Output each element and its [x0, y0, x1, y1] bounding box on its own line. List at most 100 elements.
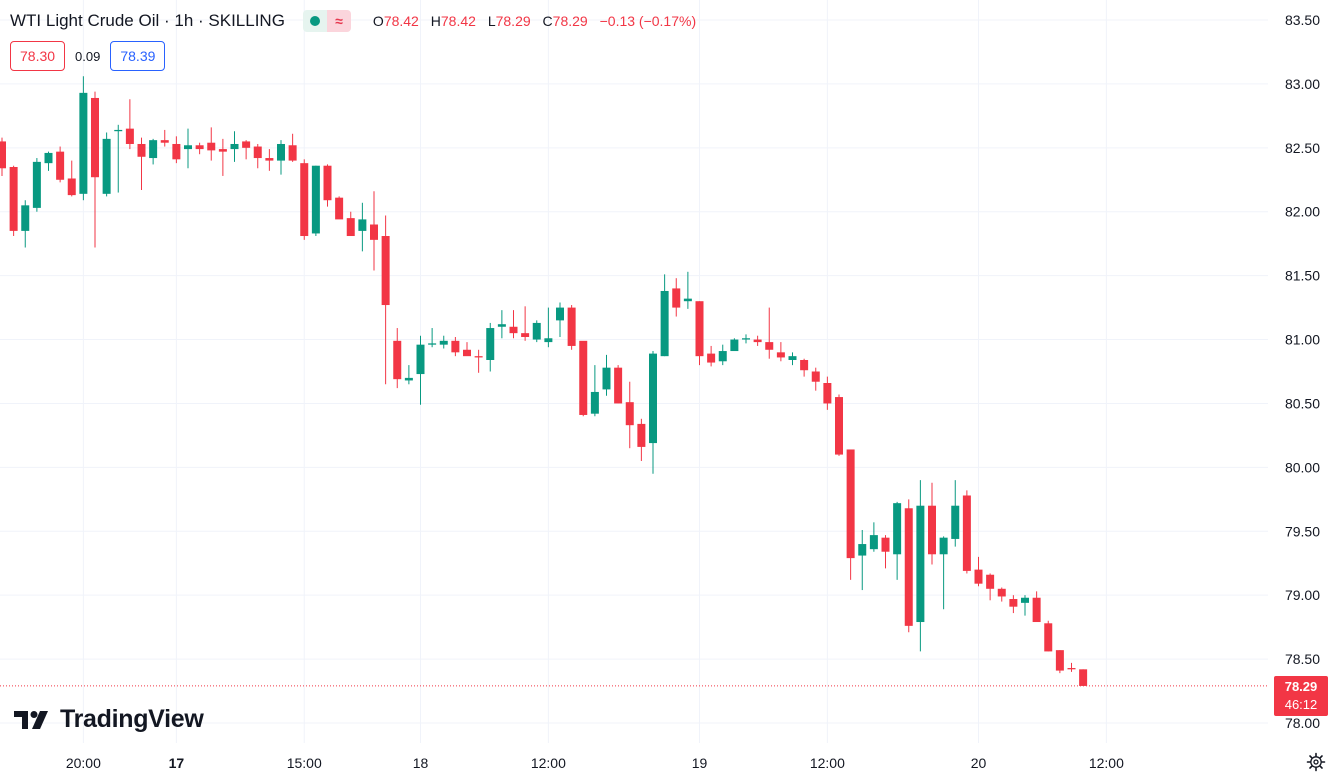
candle-body — [358, 219, 367, 231]
candle — [1055, 650, 1064, 674]
symbol-title[interactable]: WTI Light Crude Oil · 1h · SKILLING — [10, 11, 285, 30]
price-tick-label: 81.00 — [1285, 332, 1320, 348]
candle — [160, 129, 169, 147]
candle-body — [858, 544, 867, 556]
candle — [9, 165, 18, 237]
candle — [242, 140, 251, 160]
candle — [916, 480, 925, 652]
candle — [323, 164, 332, 207]
candle-body — [939, 537, 948, 555]
price-tick-label: 80.00 — [1285, 459, 1320, 475]
candle-body — [753, 339, 762, 343]
candle — [904, 499, 913, 633]
candle-body — [346, 218, 355, 237]
candle-body — [974, 569, 983, 584]
time-tick-label: 15:00 — [287, 755, 322, 771]
change-value: −0.13 (−0.17%) — [599, 13, 697, 29]
candle — [858, 529, 867, 591]
candle — [811, 367, 820, 391]
candle — [300, 159, 309, 240]
price-tick-label: 82.00 — [1285, 204, 1320, 220]
candle — [44, 151, 53, 171]
candle — [91, 91, 99, 248]
ohlc-values: O78.42 H78.42 L78.29 C78.29 −0.13 (−0.17… — [372, 13, 697, 29]
candle — [962, 490, 971, 574]
candle-body — [637, 423, 646, 447]
candle — [532, 320, 541, 343]
candle — [311, 165, 320, 237]
price-axis[interactable]: 83.50 83.00 82.50 82.00 81.50 81.00 80.50 80.00… — [1285, 12, 1320, 731]
candle-body — [300, 163, 309, 237]
price-tick-label: 79.50 — [1285, 523, 1320, 539]
candle — [463, 342, 471, 357]
candle — [172, 136, 181, 164]
candle — [881, 535, 890, 569]
candle — [102, 132, 111, 197]
candle — [1067, 662, 1076, 672]
candle — [730, 338, 739, 352]
low-value: 78.29 — [495, 13, 531, 29]
candle — [1044, 620, 1053, 652]
candle-body — [800, 359, 809, 371]
candle-body — [230, 143, 239, 150]
candle-body — [742, 338, 750, 340]
candle-body — [265, 158, 274, 161]
candle-body — [102, 138, 111, 194]
candle-body — [474, 356, 483, 358]
time-axis[interactable]: 20:00 17 15:00 18 12:00 19 12:00 20 12:00 — [66, 755, 1124, 771]
candle — [649, 351, 657, 474]
sell-button[interactable]: 78.30 — [10, 41, 66, 71]
candle — [32, 158, 41, 212]
candle — [893, 501, 902, 580]
candle — [265, 149, 274, 171]
candle — [114, 124, 123, 193]
time-tick-label: 17 — [169, 755, 185, 771]
candle-body — [486, 328, 495, 360]
candle-body — [428, 343, 437, 345]
candle — [277, 140, 285, 175]
candle-body — [835, 397, 843, 455]
candle — [474, 349, 483, 373]
time-tick-label: 20:00 — [66, 755, 101, 771]
candle — [370, 191, 378, 271]
candle — [707, 345, 716, 367]
candle — [846, 449, 855, 580]
candle-body — [521, 333, 530, 337]
candle-body — [172, 143, 181, 160]
candle-body — [997, 588, 1006, 597]
status-pill[interactable]: ≈ — [302, 10, 351, 32]
candle — [835, 394, 843, 456]
candle-body — [1021, 597, 1029, 603]
candle — [544, 307, 553, 348]
candle-body — [579, 340, 588, 415]
candle-body — [439, 340, 448, 345]
candle — [497, 310, 506, 339]
candle-body — [893, 503, 902, 555]
tradingview-logo[interactable]: TradingView — [14, 705, 204, 734]
candle — [753, 335, 762, 346]
candle-body — [916, 505, 925, 623]
candle — [1021, 595, 1029, 616]
candle-body — [788, 356, 797, 360]
quote-panel: 78.30 0.09 78.39 — [10, 41, 166, 71]
candle-body — [149, 140, 158, 159]
price-tick-label: 83.00 — [1285, 76, 1320, 92]
open-value: 78.42 — [383, 13, 419, 29]
candle-body — [1009, 599, 1018, 607]
candle — [776, 342, 785, 362]
candle — [381, 215, 390, 385]
gear-icon[interactable] — [1306, 752, 1326, 772]
candle — [428, 328, 437, 348]
candle-body — [218, 149, 227, 152]
candle-body — [660, 290, 669, 357]
candle-body — [207, 142, 216, 151]
buy-button[interactable]: 78.39 — [110, 41, 166, 71]
candle-body — [323, 165, 332, 201]
candle — [509, 310, 518, 339]
candle — [218, 138, 227, 176]
candle-body — [765, 342, 774, 350]
price-tick-label: 83.50 — [1285, 12, 1320, 28]
candle — [672, 278, 681, 317]
candle-body — [590, 391, 599, 414]
